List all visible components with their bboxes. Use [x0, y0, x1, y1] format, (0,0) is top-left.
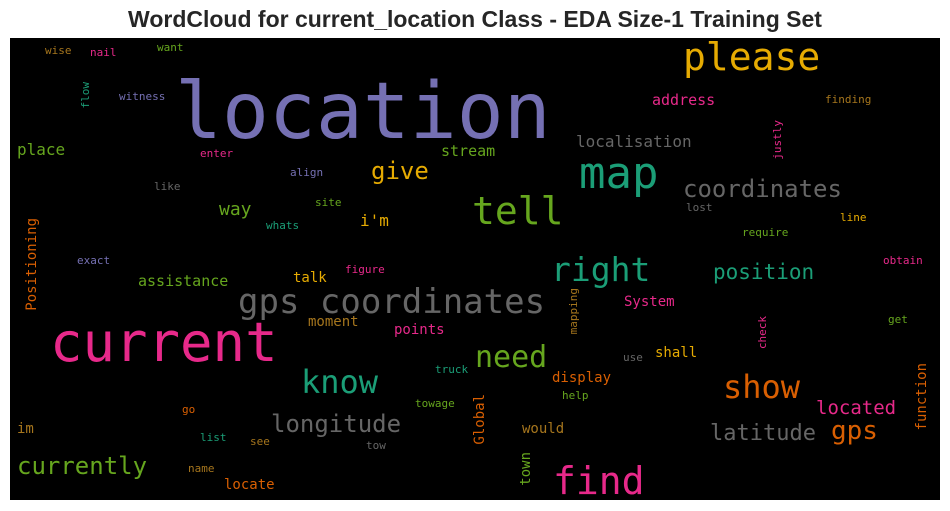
word-system: System [624, 294, 675, 310]
word-talk: talk [293, 270, 327, 286]
chart-title: WordCloud for current_location Class - E… [128, 6, 822, 32]
word-i-m: i'm [360, 211, 389, 230]
word-check: check [756, 316, 769, 350]
word-know: know [301, 363, 379, 401]
word-shall: shall [655, 345, 698, 361]
word-find: find [553, 459, 645, 500]
word-give: give [371, 157, 429, 185]
word-enter: enter [200, 147, 234, 160]
word-nail: nail [90, 46, 117, 59]
word-position: position [713, 260, 815, 284]
word-localisation: localisation [576, 132, 692, 151]
word-map: map [579, 148, 659, 199]
word-need: need [475, 340, 548, 375]
word-figure: figure [345, 263, 385, 276]
word-truck: truck [435, 363, 469, 376]
word-finding: finding [825, 93, 872, 106]
word-coordinates: coordinates [683, 175, 842, 203]
word-line: line [840, 211, 867, 224]
word-align: align [290, 166, 324, 179]
word-address: address [652, 91, 716, 109]
word-show: show [723, 368, 801, 406]
word-longitude: longitude [271, 410, 402, 438]
word-exact: exact [77, 254, 111, 267]
word-flow: flow [79, 82, 92, 109]
word-current: current [50, 311, 278, 374]
word-gps: gps [831, 416, 878, 446]
word-right: right [551, 250, 651, 289]
word-obtain: obtain [883, 254, 923, 267]
word-please: please [683, 38, 821, 79]
word-would: would [522, 421, 565, 437]
word-name: name [188, 462, 215, 475]
word-latitude: latitude [710, 421, 816, 446]
word-tell: tell [472, 189, 564, 233]
word-assistance: assistance [138, 272, 229, 290]
word-witness: witness [119, 90, 166, 103]
word-justly: justly [771, 120, 784, 160]
word-moment: moment [308, 314, 359, 330]
word-stream: stream [441, 142, 496, 160]
word-town: town [518, 452, 534, 486]
wordcloud-canvas: location current please map tell gps coordina… [10, 38, 940, 500]
word-site: site [315, 196, 342, 209]
word-wise: wise [45, 44, 72, 57]
word-positioning: Positioning [24, 218, 40, 311]
word-mapping: mapping [567, 288, 580, 335]
word-use: use [623, 351, 643, 364]
word-lost: lost [686, 201, 713, 214]
word-whats: whats [266, 219, 300, 232]
word-like: like [154, 180, 181, 193]
word-located: located [816, 397, 897, 419]
word-tow: tow [366, 439, 386, 452]
word-want: want [157, 41, 184, 54]
word-locate: locate [224, 477, 275, 493]
word-global: Global [472, 394, 488, 445]
word-way: way [219, 199, 252, 220]
word-go: go [182, 403, 196, 416]
word-see: see [250, 435, 270, 448]
word-points: points [394, 322, 445, 338]
word-location: location [175, 67, 551, 157]
word-towage: towage [415, 397, 455, 410]
word-help: help [562, 389, 589, 402]
word-im: im [17, 421, 34, 437]
word-require: require [742, 226, 789, 239]
word-function: function [914, 363, 930, 431]
word-currently: currently [17, 452, 148, 480]
word-gps-coordinates: gps coordinates [238, 282, 546, 322]
word-get: get [888, 313, 908, 326]
word-list: list [200, 431, 227, 444]
word-display: display [552, 370, 612, 386]
word-place: place [17, 140, 66, 159]
